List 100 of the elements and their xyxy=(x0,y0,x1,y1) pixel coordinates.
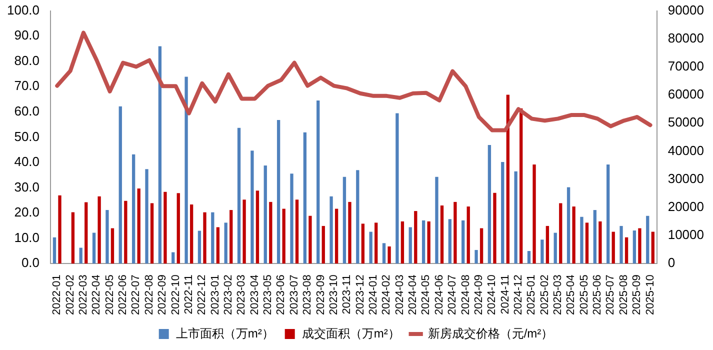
bar xyxy=(348,202,352,264)
y-tick-label: 30.0 xyxy=(14,179,40,194)
x-tick-label: 2024-12 xyxy=(512,274,524,316)
bar xyxy=(145,169,148,264)
x-tick-label: 2023-10 xyxy=(328,274,340,316)
bar xyxy=(435,176,438,264)
bar xyxy=(137,188,140,264)
bar xyxy=(330,196,333,264)
bar xyxy=(132,154,136,264)
x-tick-label: 2023-11 xyxy=(341,274,354,314)
bar xyxy=(216,227,220,264)
x-tick-label: 2022-06 xyxy=(117,274,130,316)
bar xyxy=(282,208,286,264)
bar xyxy=(408,227,412,264)
y2-tick-label: 80000 xyxy=(668,30,704,46)
x-tick-label: 2024-05 xyxy=(420,274,432,316)
bar xyxy=(276,120,280,264)
x-tick-label: 2024-02 xyxy=(380,274,393,316)
x-tick-label: 2022-05 xyxy=(104,274,116,316)
bar xyxy=(237,128,241,264)
bar xyxy=(598,221,602,264)
y2-tick-label: 0 xyxy=(668,255,676,270)
x-tick-label: 2024-07 xyxy=(446,274,459,316)
y-tick-label: 60.0 xyxy=(14,104,40,119)
x-tick-label: 2023-02 xyxy=(222,274,235,316)
bar xyxy=(606,164,610,264)
y-tick-label: 90.0 xyxy=(14,28,40,43)
bar xyxy=(361,224,364,264)
x-tick-label: 2023-09 xyxy=(314,274,327,316)
x-tick-label: 2023-06 xyxy=(275,274,288,316)
bar xyxy=(480,228,484,264)
y-tick-label: 10.0 xyxy=(14,230,40,245)
bar xyxy=(203,212,206,264)
x-tick-label: 2024-08 xyxy=(460,274,472,316)
bar xyxy=(58,195,62,264)
y2-tick-label: 40000 xyxy=(668,142,704,158)
bar xyxy=(454,202,457,264)
bar xyxy=(308,216,312,264)
x-tick-label: 2023-01 xyxy=(209,274,222,316)
y2-tick-label: 20000 xyxy=(668,199,704,214)
x-tick-label: 2024-10 xyxy=(486,274,498,316)
legend-label: 新房成交价格（元/m²） xyxy=(428,326,554,340)
bar xyxy=(520,108,523,264)
bar xyxy=(532,164,536,264)
bar xyxy=(566,187,570,264)
x-tick-label: 2025-07 xyxy=(604,274,617,316)
x-tick-label: 2024-01 xyxy=(367,274,380,316)
bar xyxy=(158,46,162,264)
bar xyxy=(506,94,510,264)
x-tick-label: 2022-01 xyxy=(51,274,64,316)
legend-label: 成交面积（万m²） xyxy=(302,326,400,340)
y-tick-label: 0.0 xyxy=(21,255,40,270)
bar xyxy=(585,222,589,264)
y2-tick-label: 70000 xyxy=(668,58,704,74)
x-tick-label: 2022-08 xyxy=(143,274,156,316)
x-tick-label: 2025-04 xyxy=(565,274,578,316)
x-tick-label: 2022-12 xyxy=(196,274,208,316)
bar xyxy=(98,196,101,264)
bar xyxy=(290,174,294,264)
x-tick-label: 2025-06 xyxy=(592,274,604,316)
x-tick-label: 2025-03 xyxy=(552,274,564,316)
bar xyxy=(150,203,154,264)
x-tick-label: 2025-01 xyxy=(526,274,538,316)
bar xyxy=(382,243,386,264)
x-tick-label: 2024-09 xyxy=(472,274,485,316)
bar xyxy=(572,206,576,264)
y2-tick-label: 60000 xyxy=(668,86,704,102)
bar xyxy=(79,248,82,264)
bar xyxy=(269,202,272,264)
bar xyxy=(632,230,636,264)
bar xyxy=(501,162,504,264)
bar xyxy=(638,228,642,264)
bar xyxy=(172,252,175,264)
bar xyxy=(396,113,399,264)
x-tick-label: 2022-11 xyxy=(182,274,195,314)
bar xyxy=(554,232,557,264)
bar xyxy=(110,228,114,264)
bar xyxy=(295,200,299,264)
x-tick-label: 2025-10 xyxy=(644,274,656,316)
y2-tick-label: 90000 xyxy=(668,2,704,18)
bar xyxy=(176,193,180,264)
y-tick-label: 40.0 xyxy=(14,154,40,170)
bar xyxy=(184,76,188,264)
y2-tick-label: 50000 xyxy=(668,114,704,130)
bar xyxy=(256,190,260,264)
x-tick-label: 2025-08 xyxy=(618,274,630,316)
bar xyxy=(118,106,122,264)
bar xyxy=(242,200,246,264)
x-tick-label: 2023-07 xyxy=(288,274,300,316)
bar xyxy=(540,240,544,264)
bar xyxy=(224,222,228,264)
y2-tick-label: 30000 xyxy=(668,170,704,186)
bar xyxy=(620,226,623,264)
bar xyxy=(493,192,496,264)
bar xyxy=(92,232,96,264)
bar xyxy=(230,210,233,264)
x-tick-label: 2022-03 xyxy=(78,274,90,316)
bar xyxy=(71,212,75,264)
bar xyxy=(440,205,444,264)
x-tick-label: 2025-05 xyxy=(578,274,590,316)
